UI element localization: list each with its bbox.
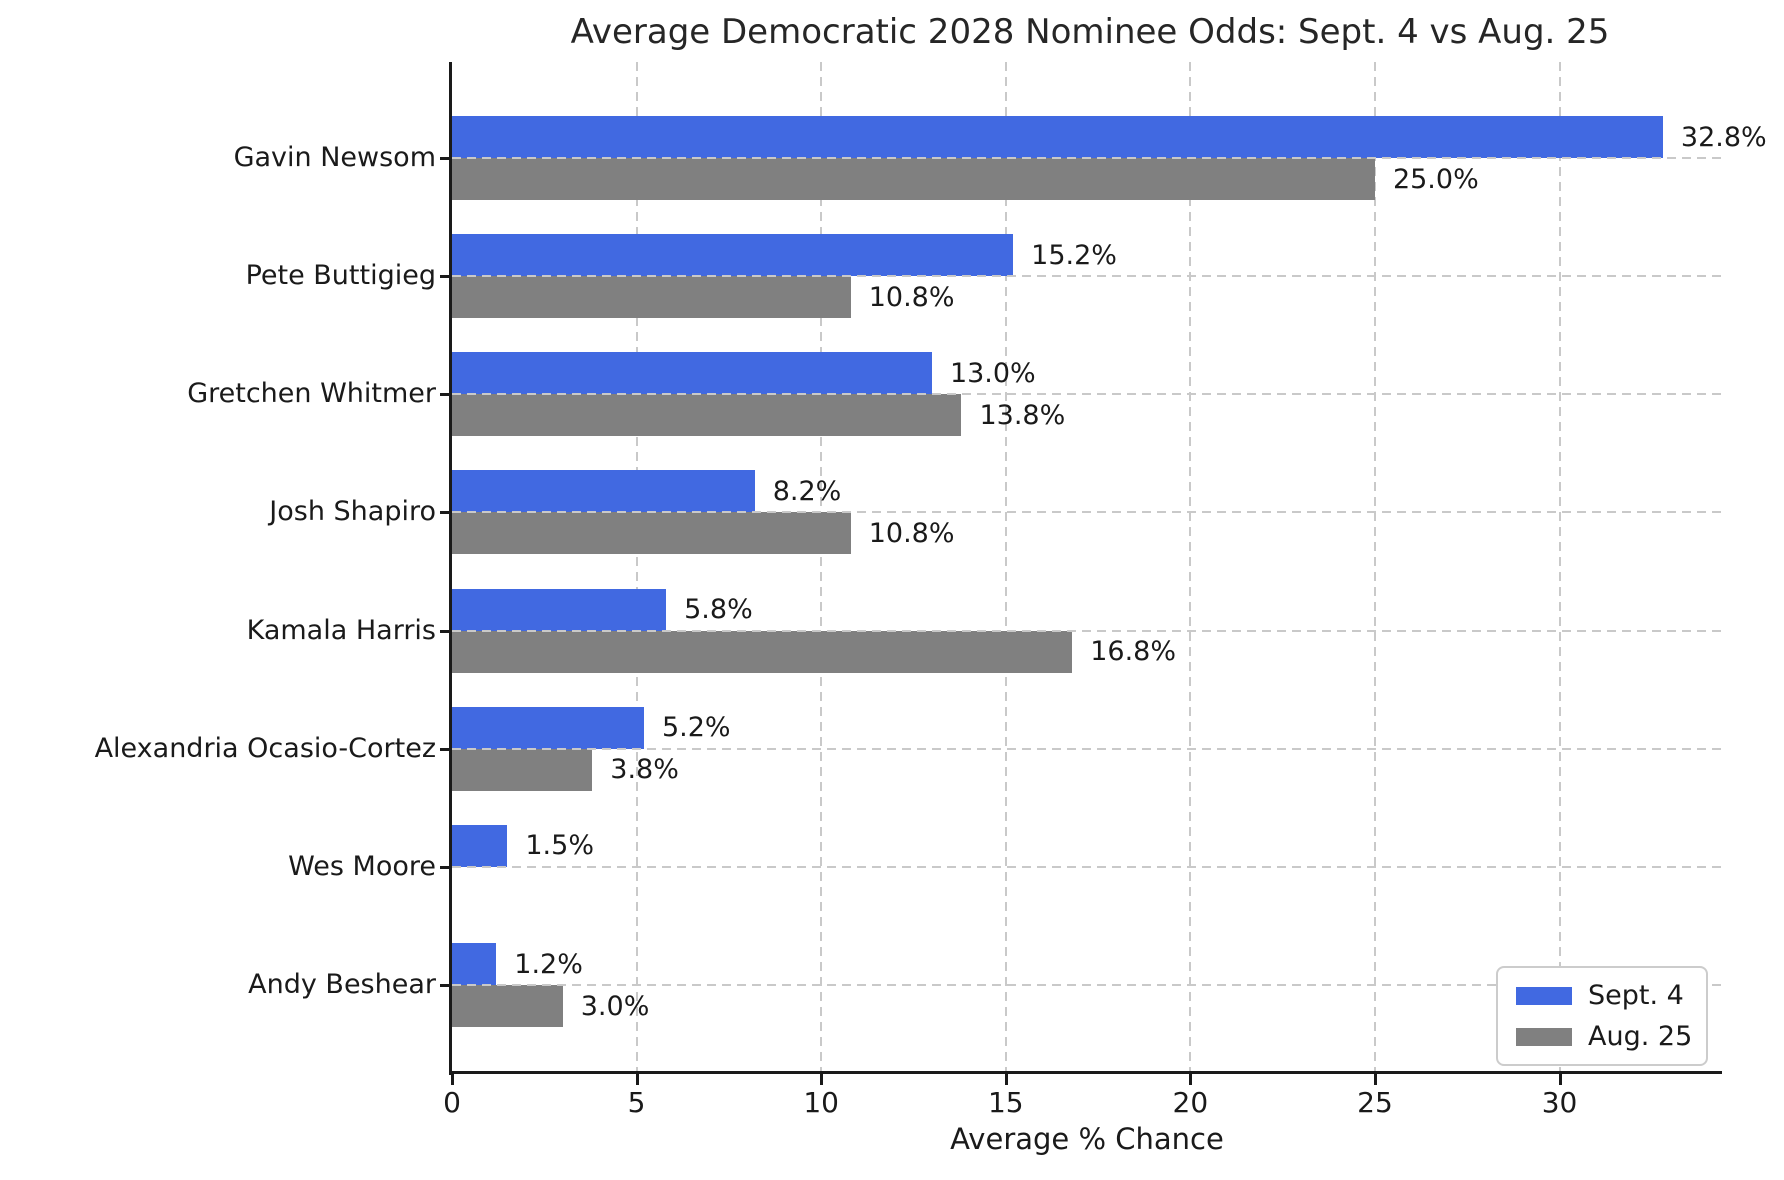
y-tick-mark <box>440 511 452 515</box>
x-tick-label: 5 <box>627 1086 646 1119</box>
x-tick-mark <box>1373 1074 1377 1085</box>
bar-value-label: 10.8% <box>868 517 955 549</box>
bar-sept4 <box>452 352 932 395</box>
y-tick-label: Wes Moore <box>288 850 436 882</box>
bar-sept4 <box>452 706 644 749</box>
y-axis-spine <box>449 62 452 1075</box>
bar-value-label: 3.8% <box>610 754 679 786</box>
y-tick-mark <box>440 747 452 751</box>
bar-value-label: 16.8% <box>1090 636 1176 668</box>
gridline-horizontal <box>452 747 1722 750</box>
x-tick-label: 20 <box>1172 1086 1209 1119</box>
y-tick-mark <box>440 629 452 633</box>
legend-swatch-aug25-icon <box>1516 1027 1572 1046</box>
gridline-horizontal <box>452 275 1722 278</box>
bar-value-label: 15.2% <box>1031 239 1117 271</box>
bar-sept4 <box>452 234 1014 277</box>
bar-value-label: 13.0% <box>949 357 1036 389</box>
gridline-vertical <box>1373 62 1376 1072</box>
bar-value-label: 8.2% <box>772 475 842 507</box>
x-tick-label: 0 <box>443 1086 461 1119</box>
bar-sept4 <box>452 824 508 867</box>
x-tick-mark <box>635 1074 639 1085</box>
bar-sept4 <box>452 116 1663 158</box>
gridline-vertical <box>820 62 823 1072</box>
x-tick-mark <box>451 1074 454 1085</box>
legend-swatch-sept4-icon <box>1516 986 1572 1005</box>
y-tick-mark <box>440 984 452 987</box>
bar-value-label: 5.2% <box>661 712 731 744</box>
gridline-horizontal <box>452 629 1722 632</box>
bar-value-label: 13.8% <box>979 399 1066 431</box>
bar-sept4 <box>452 588 667 631</box>
x-tick-label: 30 <box>1541 1086 1578 1119</box>
legend-label-sept4: Sept. 4 <box>1588 980 1684 1011</box>
bar-value-label: 5.8% <box>684 594 753 626</box>
x-axis-label: Average % Chance <box>950 1122 1224 1156</box>
y-tick-label: Gretchen Whitmer <box>187 378 436 410</box>
x-tick-mark <box>820 1074 824 1085</box>
gridline-vertical <box>635 62 638 1072</box>
bar-aug25 <box>452 748 593 791</box>
gridline-vertical <box>1558 62 1561 1072</box>
bar-value-label: 25.0% <box>1392 163 1479 195</box>
bar-value-label: 1.5% <box>525 830 594 862</box>
bar-value-label: 10.8% <box>868 281 955 313</box>
gridline-horizontal <box>452 157 1722 159</box>
y-tick-label: Andy Beshear <box>248 969 436 1000</box>
y-tick-label: Gavin Newsom <box>233 142 436 173</box>
y-tick-label: Josh Shapiro <box>269 496 436 528</box>
legend-label-aug25: Aug. 25 <box>1588 1021 1693 1052</box>
y-tick-mark <box>440 157 452 160</box>
gridline-vertical <box>1004 62 1007 1072</box>
x-tick-mark <box>1004 1074 1008 1085</box>
bar-aug25 <box>452 394 962 437</box>
bar-value-label: 32.8% <box>1680 121 1767 153</box>
gridline-horizontal <box>452 984 1722 986</box>
gridline-horizontal <box>452 511 1722 514</box>
bar-sept4 <box>452 943 497 985</box>
bar-aug25 <box>452 158 1375 200</box>
bar-aug25 <box>452 512 851 555</box>
y-tick-mark <box>440 865 452 869</box>
x-tick-label: 25 <box>1357 1086 1393 1119</box>
bar-value-label: 3.0% <box>580 990 650 1022</box>
bar-aug25 <box>452 985 563 1027</box>
legend-item-sept4: Sept. 4 <box>1516 980 1688 1011</box>
bar-sept4 <box>452 470 755 513</box>
y-tick-label: Alexandria Ocasio-Cortez <box>94 732 436 764</box>
gridline-horizontal <box>452 865 1722 868</box>
x-tick-label: 15 <box>987 1086 1024 1119</box>
gridline-vertical <box>1189 62 1192 1072</box>
x-axis-spine <box>449 1071 1722 1074</box>
y-tick-label: Pete Buttigieg <box>245 260 436 292</box>
x-tick-label: 10 <box>803 1086 839 1119</box>
x-tick-mark <box>1189 1074 1193 1085</box>
y-tick-label: Kamala Harris <box>246 614 436 646</box>
y-tick-mark <box>440 393 452 397</box>
bar-value-label: 1.2% <box>514 948 583 980</box>
gridline-horizontal <box>452 393 1722 396</box>
legend-item-aug25: Aug. 25 <box>1516 1021 1692 1052</box>
bar-aug25 <box>452 276 851 319</box>
chart-title: Average Democratic 2028 Nominee Odds: Se… <box>570 12 1610 52</box>
bar-aug25 <box>452 630 1073 673</box>
legend: Sept. 4 Aug. 25 <box>1496 966 1708 1066</box>
x-tick-mark <box>1558 1074 1562 1085</box>
y-tick-mark <box>440 275 452 279</box>
